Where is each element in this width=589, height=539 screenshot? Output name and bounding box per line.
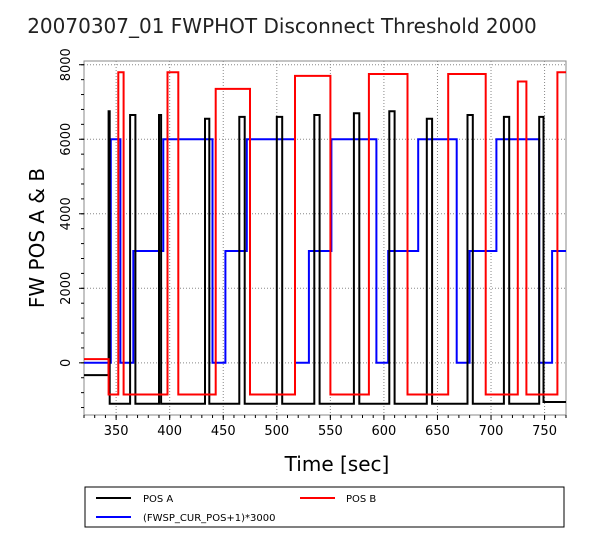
axis-ticks: 350 400 450 500 550 600 650 700 750 0 2000 4000 6000… bbox=[59, 48, 567, 439]
legend-box bbox=[84, 486, 565, 528]
y-axis-label: FW POS A & B bbox=[25, 168, 49, 308]
y-tick-label-2: 4000 bbox=[59, 197, 74, 230]
x-tick-label-5: 600 bbox=[371, 424, 396, 439]
series-lines bbox=[84, 71, 566, 405]
y-tick-label-1: 2000 bbox=[59, 272, 74, 305]
x-tick-label-1: 400 bbox=[157, 424, 182, 439]
x-tick-label-7: 700 bbox=[479, 424, 504, 439]
series-line-0 bbox=[84, 110, 566, 405]
y-tick-label-3: 6000 bbox=[59, 123, 74, 156]
x-tick-label-0: 350 bbox=[104, 424, 129, 439]
legend-label-pos-b: POS B bbox=[346, 494, 376, 505]
legend: POS A POS B (FWSP_CUR_POS+1)*3000 bbox=[84, 486, 565, 528]
x-axis-label: Time [sec] bbox=[284, 452, 390, 476]
chart-title: 20070307_01 FWPHOT Disconnect Threshold … bbox=[27, 14, 537, 38]
legend-label-pos-a: POS A bbox=[143, 494, 173, 505]
y-tick-label-0: 0 bbox=[59, 359, 74, 367]
y-tick-label-4: 8000 bbox=[59, 48, 74, 81]
series-line-1 bbox=[84, 71, 566, 396]
legend-label-fwsp: (FWSP_CUR_POS+1)*3000 bbox=[143, 513, 276, 524]
x-tick-label-4: 550 bbox=[318, 424, 343, 439]
x-tick-label-3: 500 bbox=[264, 424, 289, 439]
x-tick-label-6: 650 bbox=[425, 424, 450, 439]
x-tick-label-8: 750 bbox=[532, 424, 557, 439]
plot-area bbox=[83, 60, 567, 416]
x-tick-label-2: 450 bbox=[211, 424, 236, 439]
